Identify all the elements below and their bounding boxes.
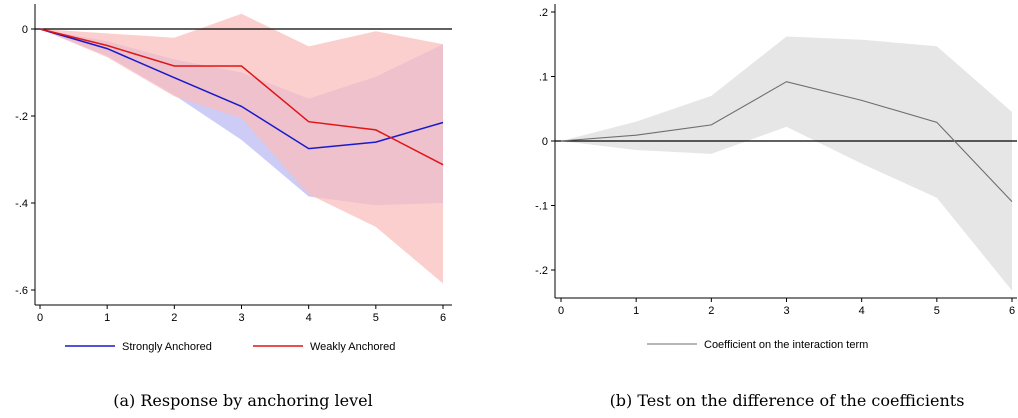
y-tick-label: .2 <box>539 7 548 19</box>
x-tick-label: 0 <box>37 312 43 324</box>
panel-b-y-ticks: .2 .1 0 -.1 -.2 <box>535 7 555 277</box>
y-tick-label: 0 <box>542 136 548 148</box>
panel-b: .2 .1 0 -.1 -.2 0 1 2 3 4 5 6 Coefficient on the i… <box>535 4 1017 410</box>
panel-b-x-ticks: 0 1 2 3 4 5 6 <box>558 298 1015 317</box>
y-tick-label: -.2 <box>535 265 548 277</box>
x-tick-label: 6 <box>1009 305 1015 317</box>
panel-b-bands <box>561 36 1012 291</box>
panel-a-bands <box>40 13 443 284</box>
y-tick-label: .1 <box>539 72 548 84</box>
confidence-band-coefficient-on-the-interaction-term <box>561 36 1012 291</box>
panel-a-caption: (a) Response by anchoring level <box>113 391 373 410</box>
panel-a-x-ticks: 0 1 2 3 4 5 6 <box>37 305 446 324</box>
y-tick-label: 0 <box>22 24 28 36</box>
x-tick-label: 4 <box>306 312 312 324</box>
x-tick-label: 3 <box>783 305 789 317</box>
x-tick-label: 2 <box>708 305 714 317</box>
x-tick-label: 1 <box>104 312 110 324</box>
legend-label-interaction-term: Coefficient on the interaction term <box>704 339 868 351</box>
x-tick-label: 0 <box>558 305 564 317</box>
y-tick-label: -.2 <box>15 111 28 123</box>
legend-label-strongly-anchored: Strongly Anchored <box>122 341 212 353</box>
x-tick-label: 2 <box>171 312 177 324</box>
panel-a: 0 -.2 -.4 -.6 0 1 2 3 4 5 6 Strongly Anchored Wea… <box>15 4 452 410</box>
panel-b-caption: (b) Test on the difference of the coeffi… <box>610 391 965 410</box>
x-tick-label: 3 <box>238 312 244 324</box>
x-tick-label: 5 <box>934 305 940 317</box>
x-tick-label: 1 <box>633 305 639 317</box>
x-tick-label: 4 <box>859 305 865 317</box>
panel-a-lines <box>39 28 444 166</box>
panel-a-legend: Strongly Anchored Weakly Anchored <box>65 341 395 353</box>
legend-label-weakly-anchored: Weakly Anchored <box>310 341 395 353</box>
x-tick-label: 6 <box>440 312 446 324</box>
y-tick-label: -.1 <box>535 201 548 213</box>
panel-b-lines <box>560 81 1013 202</box>
y-tick-label: -.4 <box>15 198 28 210</box>
confidence-band-weakly-anchored <box>40 13 443 284</box>
y-tick-label: -.6 <box>15 285 28 297</box>
x-tick-label: 5 <box>373 312 379 324</box>
panel-b-legend: Coefficient on the interaction term <box>647 339 868 351</box>
panel-a-y-ticks: 0 -.2 -.4 -.6 <box>15 24 35 297</box>
